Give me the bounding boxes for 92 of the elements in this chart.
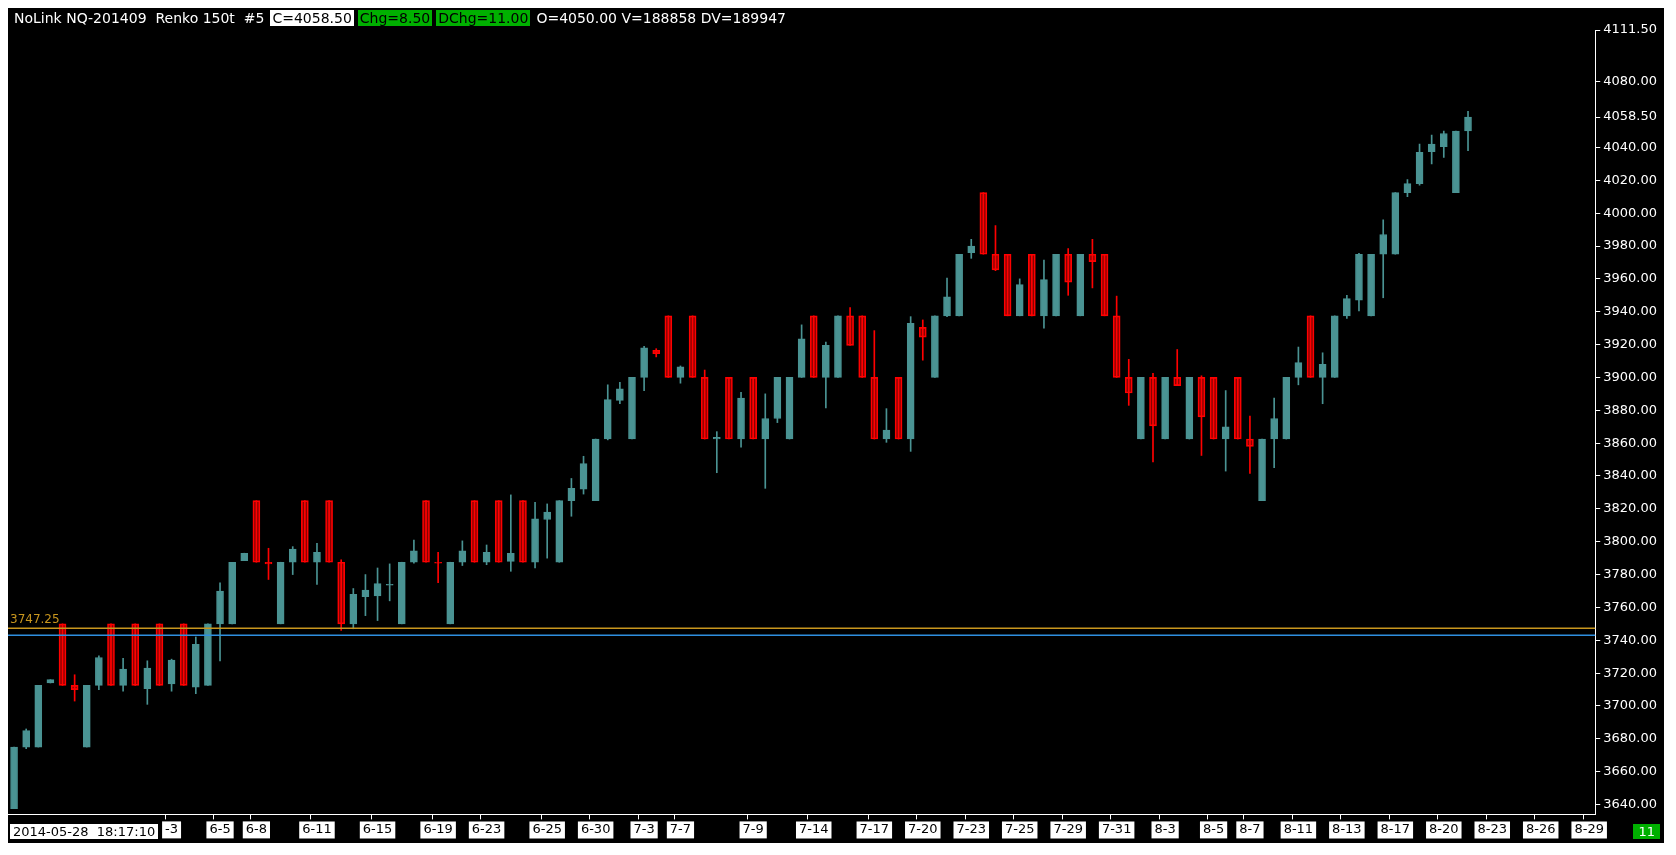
candlestick: [846, 307, 854, 346]
ref-line-label: 3747.25: [10, 612, 60, 627]
x-tick-label: 8-3: [1154, 821, 1176, 837]
x-tick-label: 6-5: [209, 821, 231, 837]
x-tick-label: 8-7: [1239, 821, 1261, 837]
y-tick-label: 4111.50: [1603, 21, 1658, 37]
candlestick: [858, 315, 867, 378]
text: 11: [1633, 824, 1660, 839]
y-tick-label: 4080.00: [1603, 73, 1658, 89]
text: O=4050.00 V=188858 DV=189947: [535, 10, 787, 26]
x-tick-label: 6-23: [471, 821, 502, 837]
candlestick: [761, 393, 770, 489]
candlestick: [749, 377, 757, 440]
x-tick-label: 7-25: [1004, 821, 1035, 837]
y-tick-label: 4058.50: [1603, 108, 1658, 124]
candlestick: [1028, 253, 1036, 317]
x-tick-label: 7-9: [742, 821, 764, 837]
x-tick-label: 6-15: [362, 821, 393, 837]
candlestick: [1124, 359, 1133, 406]
x-tick-label: 8-13: [1332, 821, 1362, 837]
y-tick-label: 3800.00: [1603, 533, 1658, 549]
x-tick-label: 8-26: [1525, 821, 1556, 837]
x-tick-label: 6-11: [302, 821, 332, 837]
candlestick: [809, 315, 818, 378]
y-tick-label: 3760.00: [1603, 598, 1658, 614]
x-tick-label: 8-20: [1429, 821, 1459, 837]
y-tick-label: 3780.00: [1603, 565, 1658, 581]
candlestick: [1173, 349, 1182, 386]
candlestick: [712, 431, 721, 474]
x-tick-label: 6-30: [580, 821, 611, 837]
candlestick: [700, 369, 709, 440]
y-tick-label: 4000.00: [1603, 204, 1658, 220]
candlestick: [337, 559, 346, 631]
candlestick: [1246, 415, 1254, 474]
text: 2014-05-28 18:17:10: [10, 824, 159, 839]
chart-title: NoLink NQ-201409 Renko 150t #5: [14, 10, 265, 26]
x-tick-label: 6-8: [245, 821, 267, 837]
x-tick-label: 8-5: [1202, 821, 1225, 837]
y-tick-label: 3940.00: [1603, 303, 1658, 319]
y-tick-label: 3820.00: [1603, 500, 1658, 516]
text: Chg=8.50: [357, 10, 433, 26]
text: C=4058.50: [270, 10, 354, 26]
y-tick-label: 3700.00: [1603, 697, 1658, 713]
x-tick-label: 8-17: [1380, 821, 1411, 837]
candlestick: [1221, 390, 1230, 472]
x-tick-label: 7-20: [908, 821, 938, 837]
candlestick: [434, 552, 442, 584]
x-tick-label: 7-31: [1101, 821, 1132, 837]
candlestick: [107, 623, 115, 686]
x-tick-label: 8-29: [1574, 821, 1604, 837]
candlestick: [870, 330, 879, 440]
candlestick: [918, 319, 927, 361]
x-tick-label: 7-14: [798, 821, 829, 837]
candlestick: [301, 500, 309, 563]
candlestick: [543, 503, 552, 559]
candlestick: [313, 543, 321, 585]
candlestick: [494, 500, 503, 563]
candlestick: [422, 500, 430, 563]
x-tick-label: 6-25: [532, 821, 562, 837]
y-tick-label: 3640.00: [1603, 795, 1658, 811]
y-tick-label: 3840.00: [1603, 467, 1658, 483]
y-tick-label: 3660.00: [1603, 763, 1658, 779]
x-tick-label: 7-3: [633, 821, 655, 837]
y-tick-label: 3880.00: [1603, 401, 1658, 417]
x-tick-label: 8-23: [1477, 821, 1508, 837]
candlestick: [725, 377, 733, 440]
y-tick-label: 3900.00: [1603, 368, 1658, 384]
candlestick: [519, 500, 527, 563]
y-tick-label: 3980.00: [1603, 237, 1658, 253]
candlestick: [1064, 248, 1073, 296]
x-tick-label: 8-11: [1283, 821, 1314, 837]
candlestick: [325, 500, 333, 563]
x-tick-label: 6-19: [423, 821, 453, 837]
x-tick-label: 7-17: [859, 821, 890, 837]
candlestick: [1149, 373, 1157, 463]
y-tick-label: 3720.00: [1603, 664, 1658, 680]
y-tick-label: 4040.00: [1603, 138, 1658, 154]
candlestick: [1233, 377, 1242, 440]
y-tick-label: 3920.00: [1603, 335, 1658, 351]
x-tick-label: -3: [165, 821, 179, 837]
y-tick-label: 3680.00: [1603, 730, 1658, 746]
candlestick: [507, 494, 515, 572]
candlestick: [179, 623, 188, 686]
y-tick-label: 3860.00: [1603, 434, 1658, 450]
x-tick-label: 7-7: [669, 821, 692, 837]
text: DChg=11.00: [436, 10, 531, 26]
x-tick-label: 7-23: [956, 821, 987, 837]
x-tick-label: 7-29: [1053, 821, 1083, 837]
candlestick: [131, 623, 140, 686]
y-tick-label: 4020.00: [1603, 171, 1658, 187]
y-tick-label: 3960.00: [1603, 270, 1658, 286]
y-tick-label: 3740.00: [1603, 631, 1658, 647]
